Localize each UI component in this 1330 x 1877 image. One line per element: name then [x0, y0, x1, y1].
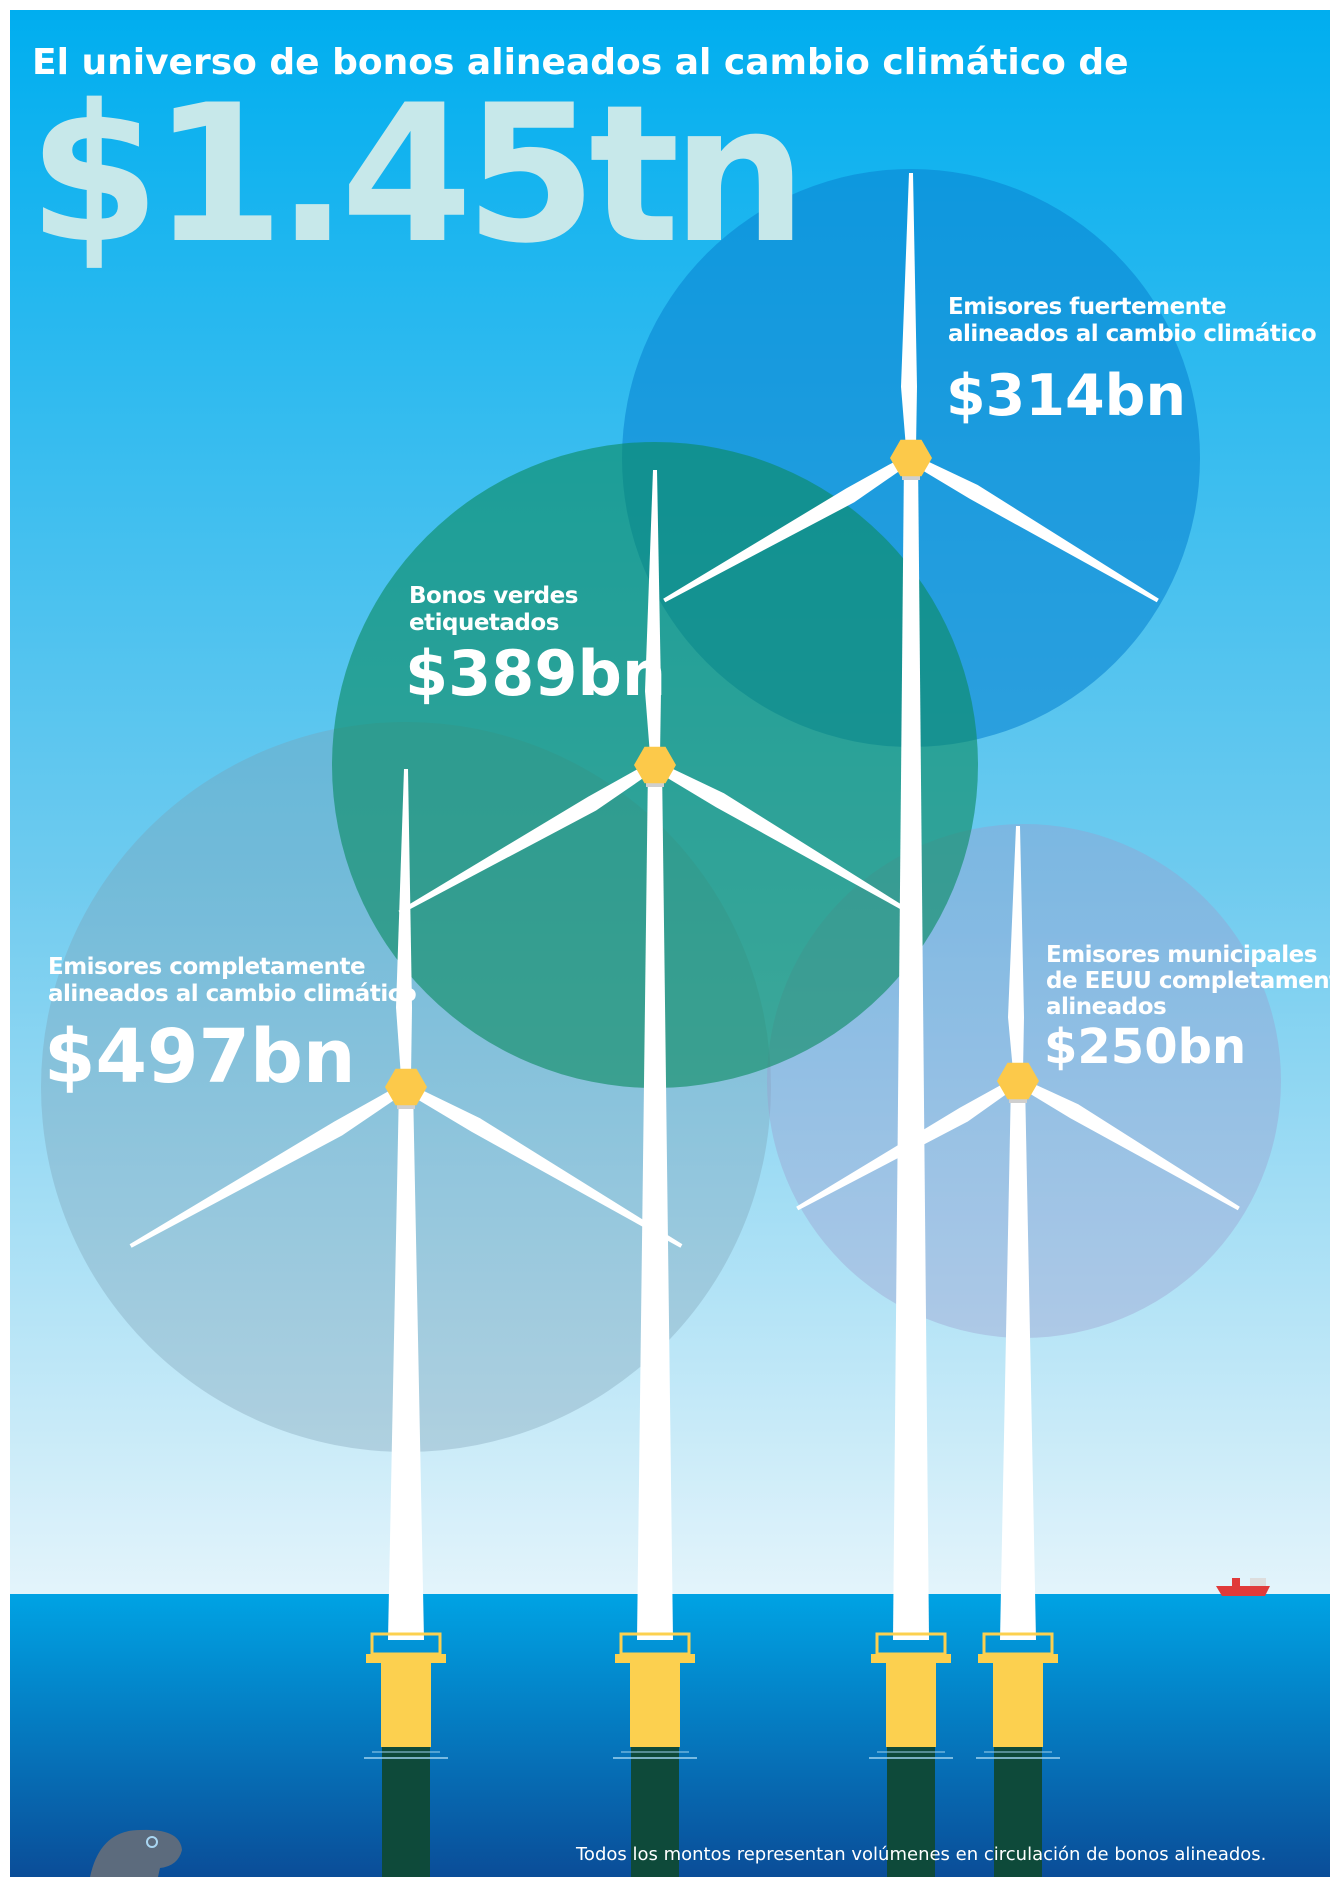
label-line: Bonos verdes: [409, 583, 578, 609]
ship-hull: [1216, 1586, 1270, 1596]
footnote: Todos los montos representan volúmenes e…: [575, 1844, 1266, 1865]
foundation: [381, 1663, 431, 1747]
total: $1.45tn: [28, 64, 799, 285]
platform: [366, 1654, 446, 1663]
label-line: alineados: [1046, 994, 1166, 1020]
platform: [978, 1654, 1058, 1663]
label-line: Emisores fuertemente: [948, 294, 1226, 320]
label-line: etiquetados: [409, 610, 559, 636]
label-line: alineados al cambio climático: [48, 981, 416, 1007]
foundation: [886, 1663, 936, 1747]
segment-amount: $314bn: [946, 363, 1186, 429]
turbine-underwater: [382, 1745, 430, 1877]
foundation: [993, 1663, 1043, 1747]
infographic: El universo de bonos alineados al cambio…: [0, 0, 1330, 1877]
label-line: Emisores completamente: [48, 954, 365, 980]
foundation: [630, 1663, 680, 1747]
ship-bridge: [1232, 1578, 1240, 1586]
platform: [615, 1654, 695, 1663]
segment-amount: $389bn: [405, 637, 666, 710]
segment-amount: $497bn: [44, 1014, 356, 1100]
label-line: alineados al cambio climático: [948, 321, 1316, 347]
label-line: de EEUU completamente: [1046, 968, 1330, 994]
platform: [871, 1654, 951, 1663]
label-line: Emisores municipales: [1046, 942, 1317, 968]
segment-amount: $250bn: [1044, 1019, 1246, 1075]
